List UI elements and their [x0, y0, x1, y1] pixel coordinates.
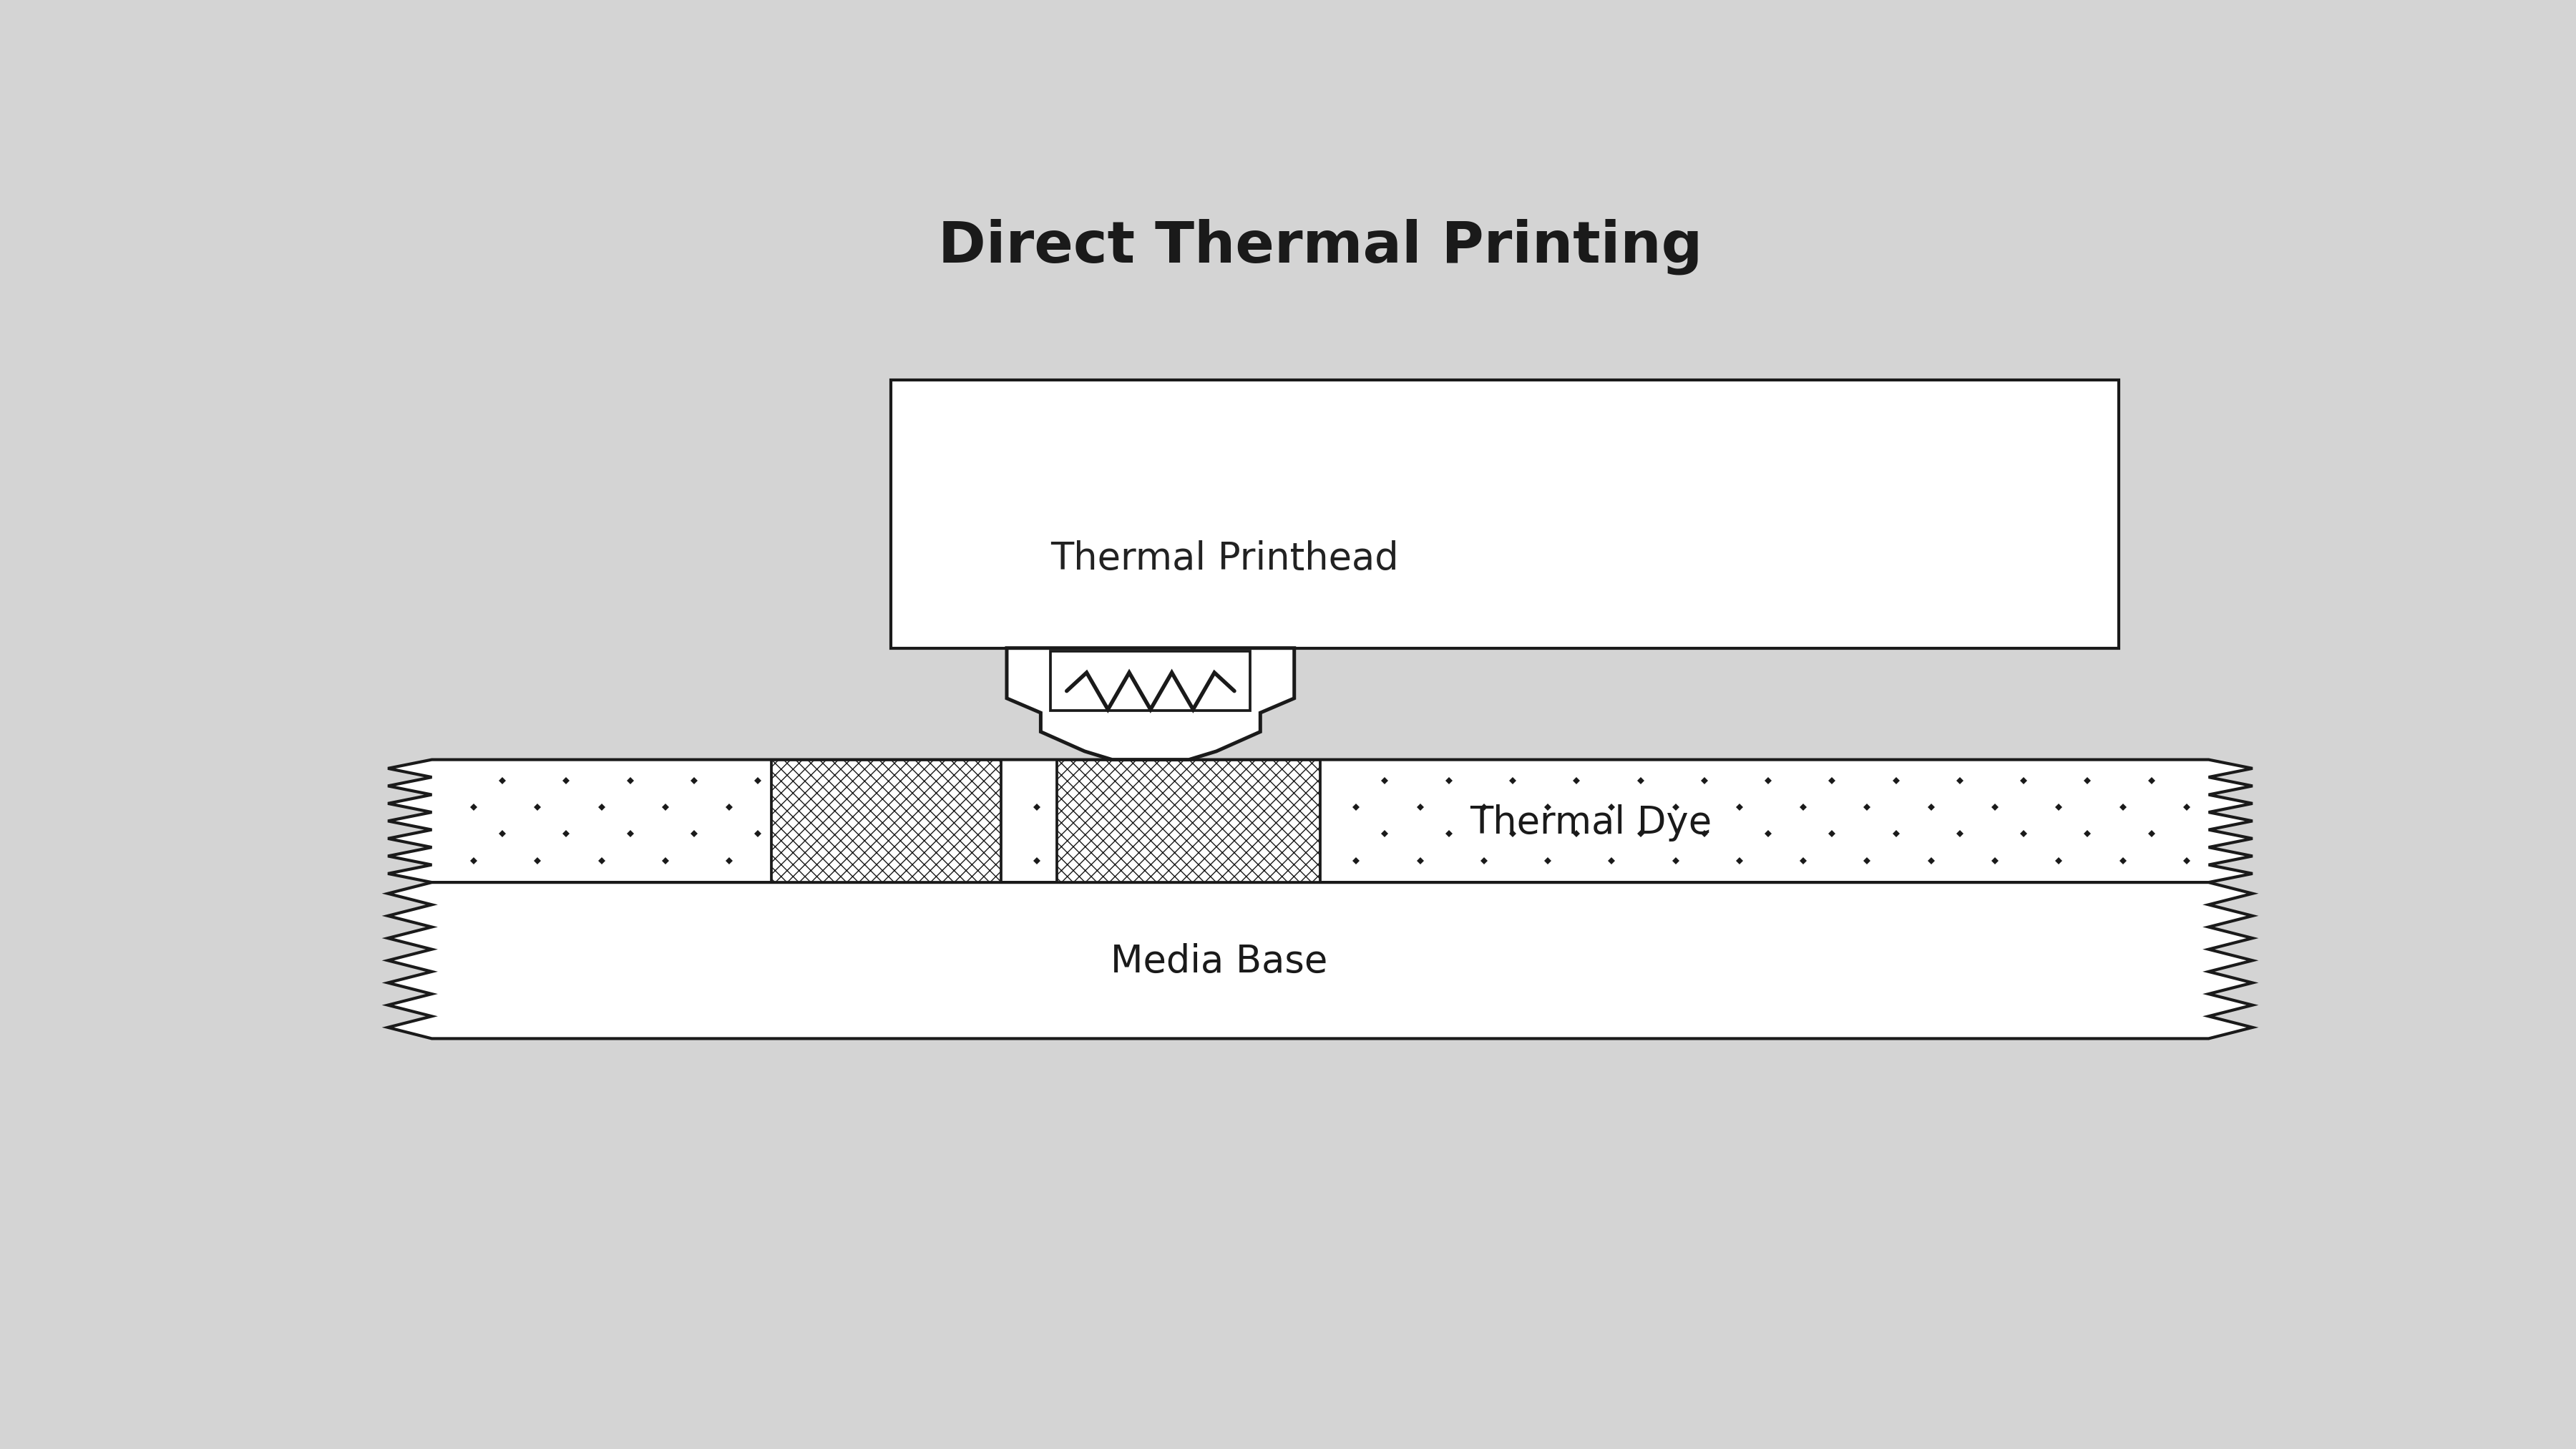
- Polygon shape: [1007, 648, 1293, 759]
- FancyBboxPatch shape: [1056, 759, 1319, 882]
- Text: Direct Thermal Printing: Direct Thermal Printing: [938, 219, 1703, 274]
- FancyBboxPatch shape: [891, 380, 2117, 648]
- Polygon shape: [389, 759, 2251, 882]
- Text: Thermal Dye: Thermal Dye: [1471, 804, 1713, 842]
- Text: Media Base: Media Base: [1110, 943, 1327, 980]
- Text: Thermal Printhead: Thermal Printhead: [1051, 540, 1399, 577]
- FancyBboxPatch shape: [770, 759, 999, 882]
- FancyBboxPatch shape: [1051, 652, 1249, 710]
- Polygon shape: [389, 882, 2251, 1039]
